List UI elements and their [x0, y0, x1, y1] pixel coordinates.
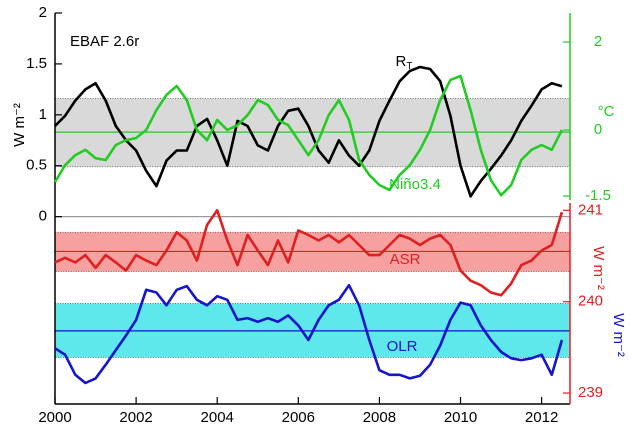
y3-tick-label: 241	[578, 201, 603, 218]
y-axis-label: W m⁻²	[11, 103, 28, 147]
series-label: ASR	[390, 251, 421, 268]
series-name: R	[396, 53, 407, 70]
series-name: ASR	[390, 251, 421, 268]
x-tick-label: 2010	[444, 409, 477, 426]
x-tick-label: 2002	[119, 409, 152, 426]
series-line	[53, 74, 564, 197]
series-line	[54, 209, 564, 297]
y2-tick-label: 0	[594, 121, 602, 138]
x-tick-label: 2004	[201, 409, 234, 426]
series-label: Niño3.4	[389, 176, 441, 193]
y2-axis-label: °C	[598, 103, 615, 120]
x-tick-label: 2012	[525, 409, 558, 426]
y2-tick-label: -1.5	[585, 187, 611, 204]
x-tick-label: 2006	[282, 409, 315, 426]
y2-tick-label: 2	[594, 33, 602, 50]
series-name-sub: T	[406, 61, 412, 72]
series-name: OLR	[387, 338, 418, 355]
y4-axis-label: W m⁻²	[610, 313, 627, 357]
y-tick-label: 1	[39, 106, 47, 123]
y-tick-label: 0	[39, 208, 47, 225]
y-tick-label: 0.5	[26, 157, 47, 174]
series-line	[54, 65, 563, 198]
y3-axis-label: W m⁻²	[590, 246, 607, 290]
y3-tick-label: 239	[578, 384, 603, 401]
annotation: EBAF 2.6r	[70, 33, 139, 50]
y-tick-label: 2	[39, 4, 47, 21]
series-line	[54, 283, 564, 385]
x-tick-label: 2000	[38, 409, 71, 426]
x-tick-label: 2008	[363, 409, 396, 426]
y-tick-label: 1.5	[26, 55, 47, 72]
series-label: OLR	[387, 338, 418, 355]
series-label: RT	[396, 53, 413, 72]
series-name: Niño3.4	[389, 176, 441, 193]
y3-tick-label: 240	[578, 293, 603, 310]
